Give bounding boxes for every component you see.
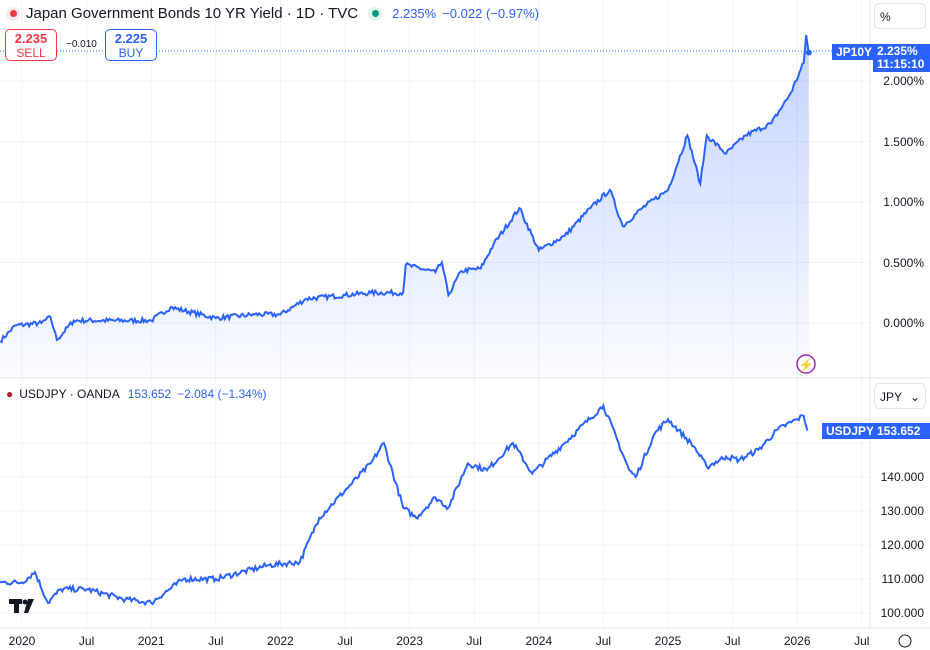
- jp10y-price: 2.235%: [877, 44, 918, 58]
- top-scale-unit-select[interactable]: %: [874, 3, 926, 29]
- jp10y-symbol-tag: JP10Y: [832, 44, 877, 60]
- usdjpy-legend: ● USDJPY · OANDA 153.652 −2.084 (−1.34%): [6, 387, 267, 401]
- price-tick-label: 2.000%: [883, 74, 924, 88]
- symbol-title[interactable]: Japan Government Bonds 10 YR Yield · 1D …: [26, 5, 359, 22]
- time-tick-label: 2021: [137, 634, 165, 648]
- usdjpy-title[interactable]: USDJPY · OANDA: [19, 387, 120, 401]
- time-tick-label: 2024: [525, 634, 553, 648]
- time-tick-label: 2020: [8, 634, 36, 648]
- time-tick-label: Jul: [724, 634, 741, 648]
- bar-countdown: 11:15:10: [877, 57, 925, 71]
- lightning-icon[interactable]: [796, 354, 816, 374]
- buy-price: 2.225: [114, 31, 148, 46]
- price-tick-label: 120.000: [880, 538, 924, 552]
- price-tick-label: 130.000: [880, 504, 924, 518]
- price-change: −0.022 (−0.97%): [442, 6, 540, 21]
- main-legend: Japan Government Bonds 10 YR Yield · 1D …: [6, 5, 539, 22]
- usdjpy-price-tag: 153.652: [873, 423, 930, 439]
- time-tick-label: Jul: [854, 634, 870, 648]
- price-tick-label: 1.500%: [883, 134, 924, 149]
- buy-label: BUY: [118, 46, 144, 60]
- time-tick-label: 2025: [654, 634, 682, 648]
- bottom-currency-select[interactable]: JPY ⌄: [874, 383, 926, 409]
- chevron-down-icon: ⌄: [909, 390, 920, 404]
- time-tick-label: 2022: [267, 634, 294, 648]
- buy-button[interactable]: 2.225 BUY: [105, 29, 157, 61]
- price-tick-label: 140.000: [880, 470, 924, 484]
- time-tick-label: 2023: [396, 634, 423, 648]
- time-tick-label: Jul: [337, 634, 353, 648]
- spread: −0.010: [66, 39, 97, 50]
- yield-series-line: [0, 34, 810, 344]
- jp10y-price-tag: 2.235% 11:15:10: [873, 44, 930, 72]
- settings-gear-icon[interactable]: [898, 634, 912, 648]
- bottom-currency-unit: JPY: [880, 390, 903, 404]
- last-price: 2.235%: [392, 6, 437, 21]
- time-tick-label: Jul: [208, 634, 224, 648]
- price-tick-label: 110.000: [881, 572, 925, 586]
- usdjpy-price: 153.652: [127, 387, 172, 401]
- sell-price: 2.235: [14, 31, 48, 46]
- sell-label: SELL: [16, 46, 46, 60]
- sell-button[interactable]: 2.235 SELL: [5, 29, 57, 61]
- yield-point: [805, 49, 812, 56]
- usdjpy-symbol-tag: USDJPY: [822, 423, 879, 439]
- tradingview-logo[interactable]: [9, 599, 34, 613]
- top-scale-unit: %: [880, 10, 891, 24]
- time-tick-label: Jul: [466, 634, 482, 648]
- yield-area-fill: [0, 35, 809, 378]
- market-closed-icon: [6, 6, 20, 21]
- usdjpy-change: −2.084 (−1.34%): [177, 387, 267, 401]
- market-open-icon: [368, 6, 383, 21]
- price-tick-label: 100.000: [880, 606, 924, 620]
- time-tick-label: 2026: [783, 634, 811, 648]
- us-flag-icon: ●: [6, 387, 14, 401]
- price-tick-label: 0.000%: [883, 316, 924, 330]
- price-tick-label: 1.000%: [883, 195, 924, 209]
- usdjpy-series-line: [0, 402, 809, 607]
- lightning-glyph: ⚡: [799, 358, 814, 372]
- price-tick-label: 0.500%: [883, 255, 924, 270]
- time-tick-label: Jul: [78, 634, 95, 648]
- time-tick-label: Jul: [595, 634, 612, 648]
